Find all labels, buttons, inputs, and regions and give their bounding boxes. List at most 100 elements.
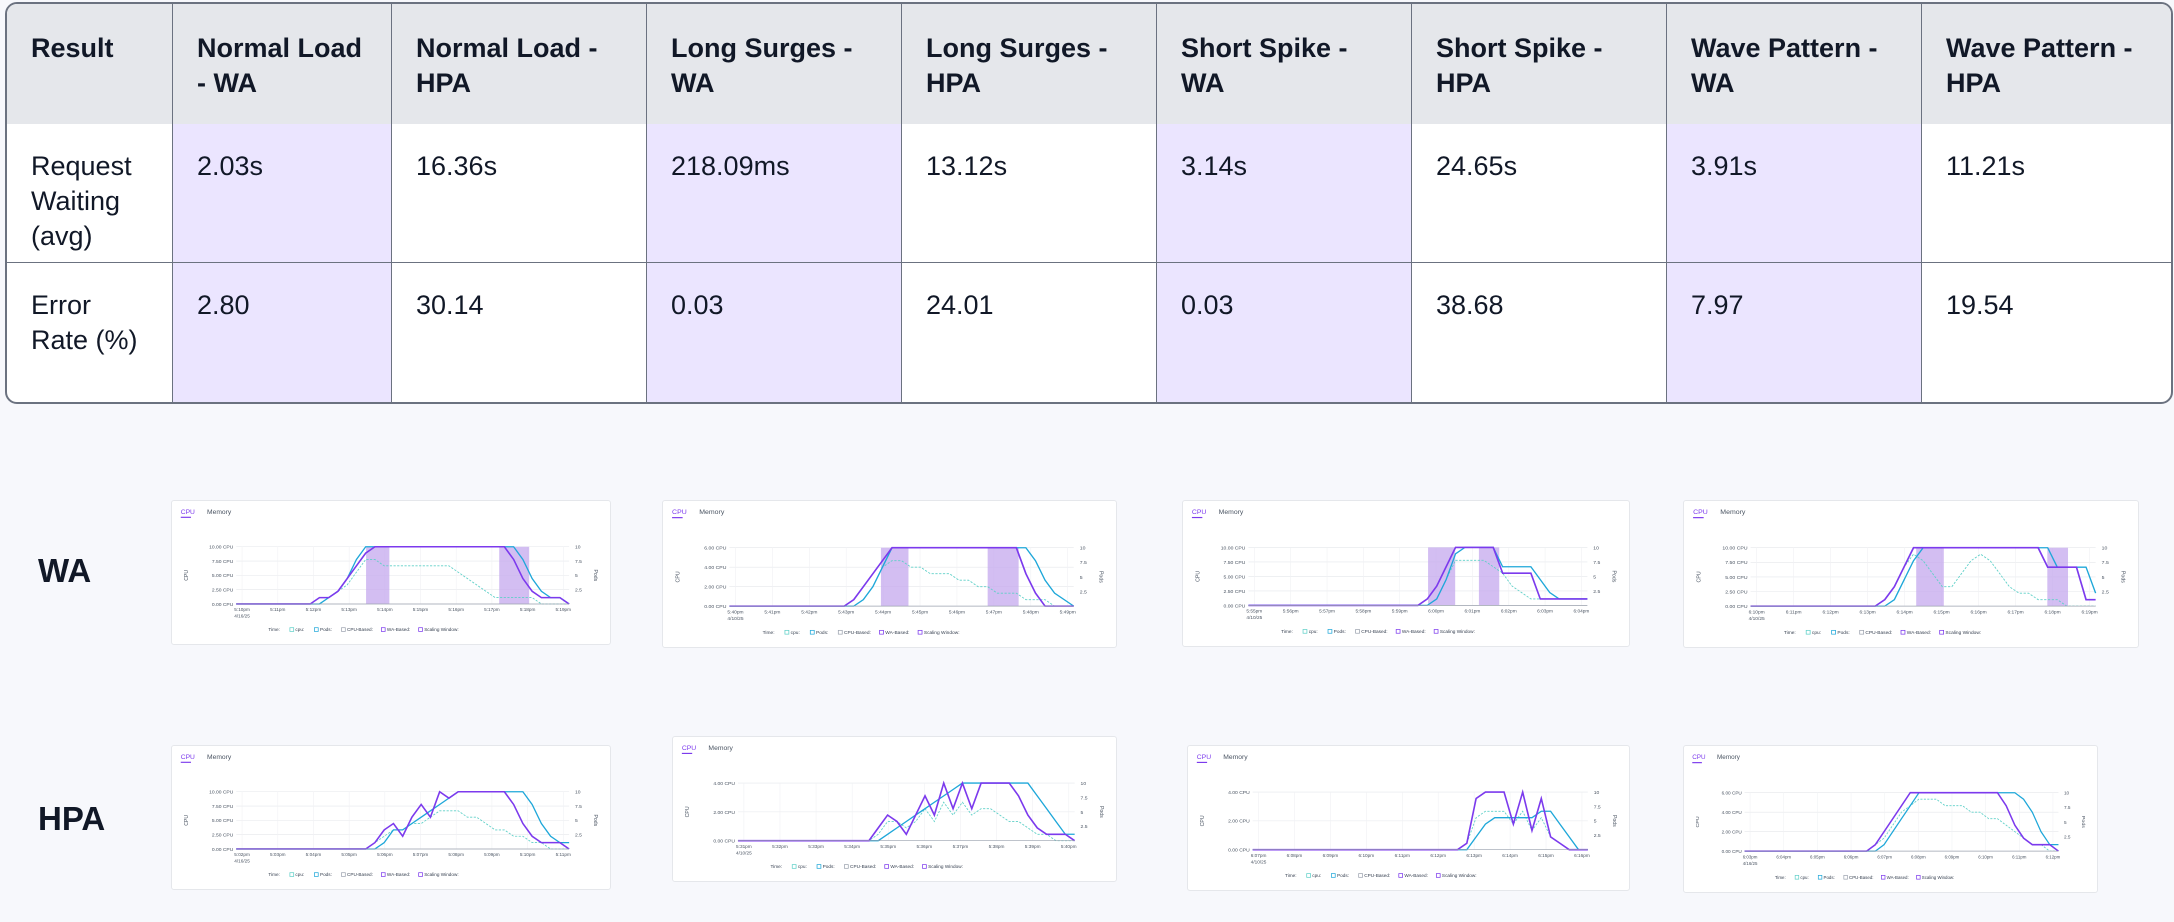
y-tick-label: 0.00 CPU: [212, 847, 234, 853]
x-date-label: 4/16/25: [234, 859, 250, 864]
table-cell: 7.97: [1667, 263, 1922, 402]
x-tick-label: 5:11pm: [270, 607, 285, 612]
legend-label: Pods:: [1334, 629, 1346, 634]
y2-tick-label: 5: [1081, 810, 1084, 816]
x-tick-label: 6:04pm: [1574, 609, 1590, 614]
x-tick-label: 5:33pm: [808, 844, 824, 849]
row-label-hpa: HPA: [38, 800, 106, 837]
x-tick-label: 6:08pm: [1287, 853, 1303, 858]
x-tick-label: 6:01pm: [1464, 609, 1480, 614]
scaling-window: [499, 546, 530, 604]
x-tick-label: 6:10pm: [1978, 854, 1993, 859]
y2-tick-label: 7.5: [1080, 560, 1087, 566]
legend-label: CPU-Based:: [1361, 629, 1387, 634]
legend-swatch: [418, 872, 423, 877]
tab-memory: Memory: [699, 509, 725, 516]
legend-label: Time:: [1281, 629, 1293, 634]
x-tick-label: 5:44pm: [875, 609, 891, 615]
y2-tick-label: 7.5: [575, 559, 582, 565]
x-tick-label: 6:05pm: [1810, 854, 1825, 859]
x-tick-label: 6:06pm: [1844, 854, 1859, 859]
y-tick-label: 6.00 CPU: [704, 546, 727, 552]
chart-svg: CPU Memory CPU Pods 6.00 CPU 4.00 CPU 2.00 CPU…: [672, 509, 1103, 636]
tab-active-underline: [681, 752, 693, 754]
x-tick-label: 5:40pm: [1061, 844, 1077, 849]
y-tick-label: 0.00 CPU: [704, 604, 727, 610]
y2-tick-label: 5: [575, 818, 578, 824]
y-tick-label: 0.00 CPU: [1224, 603, 1246, 609]
y-tick-label: 10.00 CPU: [209, 545, 234, 551]
y-tick-label: 6.00 CPU: [1722, 791, 1743, 797]
legend-swatch: [1805, 629, 1811, 635]
x-tick-label: 5:47pm: [986, 609, 1002, 615]
legend-label: CPU-Based:: [1865, 630, 1892, 636]
column-header: Wave Pattern - HPA: [1922, 4, 2171, 124]
legend-label: cpu:: [798, 864, 807, 869]
table-cell: 13.12s: [902, 124, 1157, 263]
cpu-based-series-line: [1744, 792, 2059, 852]
tab-active-underline: [672, 517, 683, 519]
legend-label: cpu:: [791, 631, 800, 636]
tab-active-underline: [1693, 517, 1704, 519]
cpu-series-line: [1252, 810, 1588, 851]
legend-swatch: [314, 627, 319, 632]
legend-swatch: [1398, 873, 1403, 878]
legend-swatch: [1817, 874, 1823, 880]
column-header: Result: [7, 4, 173, 124]
chart-panel-normal-load-hpa: CPU Memory CPU Pods 10.00 CPU 7.50 CPU 5.00 CP…: [171, 745, 611, 890]
y2-tick-label: 10: [1593, 545, 1599, 551]
tab-memory: Memory: [708, 745, 733, 752]
legend-swatch: [380, 872, 386, 877]
y-tick-label: 2.50 CPU: [212, 588, 234, 594]
chart-svg: CPU Memory CPU Pods 6.00 CPU 4.00 CPU 2.00 CPU…: [1692, 754, 2086, 880]
chart-svg: CPU Memory CPU Pods 10.00 CPU 7.50 CPU 5.00 CP…: [1693, 509, 2125, 636]
legend-swatch: [380, 627, 386, 632]
table-cell: 3.91s: [1667, 124, 1922, 263]
column-header: Long Surges - WA: [647, 4, 902, 124]
table-cell: 2.80: [173, 263, 392, 402]
x-tick-label: 6:13pm: [1860, 609, 1876, 615]
chart-svg: CPU Memory CPU Pods 10.00 CPU 7.50 CPU 5.00 CP…: [180, 509, 598, 632]
x-tick-label: 6:13pm: [1466, 853, 1482, 858]
x-tick-label: 5:40pm: [727, 609, 743, 615]
y-tick-label: 2.00 CPU: [713, 810, 735, 816]
x-tick-label: 5:04pm: [306, 852, 322, 857]
x-tick-label: 5:10pm: [520, 852, 536, 857]
legend-label: cpu:: [1812, 631, 1821, 636]
table-header-row: Result Normal Load - WA Normal Load - HP…: [7, 4, 2171, 124]
legend-swatch: [1939, 629, 1944, 635]
scaling-window: [987, 547, 1019, 607]
table-cell: 3.14s: [1157, 124, 1412, 263]
x-tick-label: 5:09pm: [484, 852, 500, 857]
legend-swatch: [341, 872, 346, 877]
x-tick-label: 6:17pm: [2008, 609, 2024, 615]
y2-tick-label: 5: [1080, 575, 1083, 581]
tab-memory: Memory: [207, 754, 232, 761]
legend-label: Time:: [268, 627, 279, 632]
x-tick-label: 6:16pm: [1971, 609, 1987, 615]
legend-label: WA-Based:: [1887, 875, 1909, 880]
x-tick-label: 5:12pm: [306, 607, 322, 612]
tab-active-underline: [180, 761, 191, 763]
y-tick-label: 7.50 CPU: [212, 804, 234, 810]
chart-panel-wave-pattern-wa: CPU Memory CPU Pods 10.00 CPU 7.50 CPU 5.00 CP…: [1683, 500, 2139, 648]
x-tick-label: 5:48pm: [1023, 609, 1039, 615]
legend-label: Time:: [1775, 875, 1786, 880]
x-tick-label: 6:12pm: [1823, 609, 1839, 615]
legend-label: WA-Based:: [387, 627, 410, 632]
x-tick-label: 6:11pm: [1786, 609, 1802, 615]
y2-tick-label: 2.5: [1081, 824, 1088, 830]
legend-label: Time:: [1285, 873, 1297, 878]
x-tick-label: 6:08pm: [1911, 854, 1926, 859]
legend-label: Scaling Window:: [424, 872, 458, 877]
y-tick-label: 2.00 CPU: [1722, 829, 1743, 835]
y-tick-label: 4.00 CPU: [1722, 810, 1743, 816]
y-axis-label: CPU: [1695, 816, 1701, 827]
y-axis-label: CPU: [184, 570, 190, 581]
chart-svg: CPU Memory CPU Pods 4.00 CPU 2.00 CPU 0.00 CPU…: [681, 745, 1104, 869]
legend-label: Time:: [770, 864, 782, 869]
y2-tick-label: 7.5: [2102, 560, 2109, 566]
y2-tick-label: 10: [1594, 790, 1600, 796]
y2-axis-label: Pods: [1611, 815, 1617, 827]
x-date-label: 4/10/25: [1251, 859, 1267, 864]
